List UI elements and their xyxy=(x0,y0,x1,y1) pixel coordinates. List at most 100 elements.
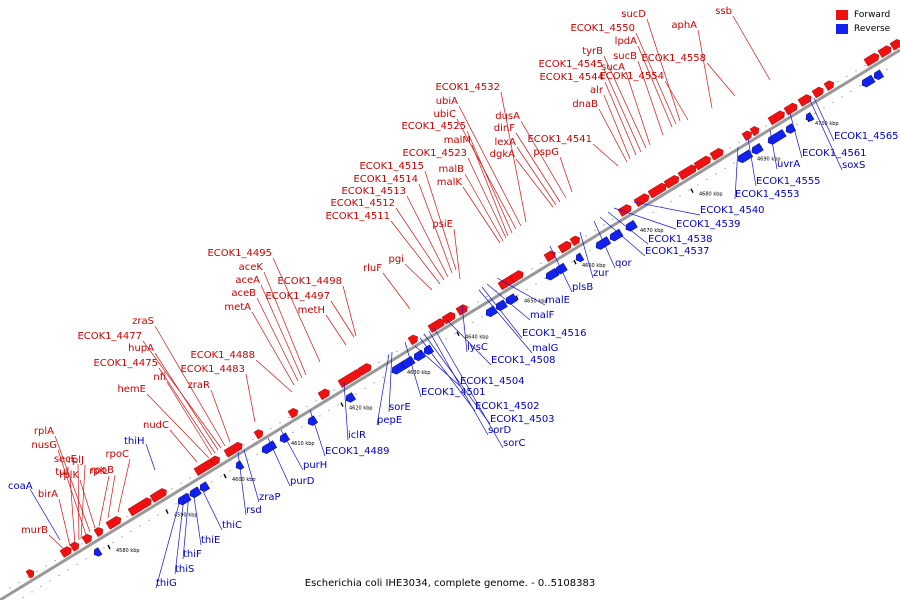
leader-line xyxy=(453,228,461,280)
gene-label: ECOK1_4516 xyxy=(522,328,587,339)
strand-dot xyxy=(517,294,519,296)
strand-dot xyxy=(706,178,708,181)
reverse-gene-block xyxy=(785,123,797,134)
gene-label: pgi xyxy=(389,254,404,265)
leader-line xyxy=(79,479,96,529)
gene-label: alr xyxy=(590,85,604,96)
strand-dot xyxy=(175,503,177,505)
gene-label: thiS xyxy=(175,564,194,575)
tick-mark xyxy=(223,473,227,479)
leader-line xyxy=(243,449,260,503)
leader-line xyxy=(603,55,647,149)
tick-label: 4680 kbp xyxy=(699,192,723,198)
gene-label: purD xyxy=(290,476,315,487)
gene-label: sorE xyxy=(389,402,411,413)
strand-dot xyxy=(571,261,573,263)
tick-label: 4640 kbp xyxy=(465,335,489,341)
forward-gene-block xyxy=(709,148,724,161)
gene-label: coaA xyxy=(8,481,33,492)
strand-dot xyxy=(22,596,24,599)
gene-label: rpoB xyxy=(91,465,115,476)
reverse-gene-block xyxy=(261,440,278,454)
gene-label: birA xyxy=(38,489,58,500)
forward-gene-block xyxy=(767,110,785,126)
tick-mark xyxy=(573,259,577,265)
gene-label: ECOK1_4554 xyxy=(599,71,664,82)
strand-dot xyxy=(445,338,447,340)
strand-dot xyxy=(139,525,141,527)
genome-axis xyxy=(0,48,900,600)
gene-label: ECOK1_4513 xyxy=(341,186,406,197)
gene-label: ECOK1_4558 xyxy=(641,53,706,64)
strand-dot xyxy=(18,581,20,584)
strand-dot xyxy=(733,162,735,164)
strand-dot xyxy=(855,70,857,72)
leader-line xyxy=(155,499,181,589)
strand-dot xyxy=(558,251,560,254)
strand-dot xyxy=(40,585,42,588)
tick-label: 4690 kbp xyxy=(757,156,781,162)
forward-genes xyxy=(25,39,900,579)
gene-label: ECOK1_4539 xyxy=(676,219,741,230)
leader-line xyxy=(343,381,349,441)
strand-dot xyxy=(859,85,861,87)
gene-label: lexA xyxy=(494,137,516,148)
leader-line xyxy=(77,463,80,541)
forward-gene-block xyxy=(889,39,900,51)
forward-gene-block xyxy=(543,250,556,263)
strand-dot xyxy=(589,250,591,252)
reverse-gene-block xyxy=(805,112,815,122)
gene-label: ECOK1_4545 xyxy=(538,59,603,70)
reverse-gene-block xyxy=(595,236,612,250)
reverse-gene-block xyxy=(555,262,568,275)
strand-dot xyxy=(189,477,191,479)
gene-label: ECOK1_4503 xyxy=(490,414,555,425)
gene-label: soxS xyxy=(842,160,865,171)
gene-label: dgkA xyxy=(490,149,515,160)
leader-line xyxy=(604,81,637,156)
gene-label: ECOK1_4477 xyxy=(77,331,142,342)
forward-gene-block xyxy=(357,363,372,376)
strand-dot xyxy=(126,515,128,518)
tick-label: 4620 kbp xyxy=(349,406,373,412)
gene-label: ECOK1_4525 xyxy=(401,121,466,132)
strand-dot xyxy=(355,393,357,395)
gene-label: rplJ xyxy=(68,455,84,466)
leader-line xyxy=(478,289,533,354)
strand-dot xyxy=(45,565,47,567)
forward-gene-block xyxy=(59,546,72,558)
leader-line xyxy=(446,319,492,366)
gene-label: tyrB xyxy=(582,46,603,57)
gene-label: murB xyxy=(21,525,48,536)
gene-label: malF xyxy=(530,310,555,321)
strand-dot xyxy=(711,158,713,160)
leader-line xyxy=(272,257,321,363)
leader-line xyxy=(789,112,803,159)
gene-label: ubiA xyxy=(436,96,458,107)
reverse-gene-block xyxy=(737,149,754,164)
leader-line xyxy=(376,353,390,426)
leader-line xyxy=(309,409,326,457)
leader-line xyxy=(142,340,222,449)
reverse-gene-block xyxy=(545,267,560,281)
strand-dot xyxy=(477,301,479,303)
leader-line xyxy=(458,105,522,227)
gene-label: ECOK1_4532 xyxy=(435,82,500,93)
gene-label: ECOK1_4553 xyxy=(735,189,800,200)
leader-line xyxy=(607,211,649,245)
strand-dot xyxy=(612,218,614,221)
gene-label: uvrA xyxy=(777,159,800,170)
strand-dot xyxy=(832,101,834,104)
forward-gene-block xyxy=(509,270,524,283)
gene-label: sucA xyxy=(601,62,625,73)
strand-dot xyxy=(130,530,132,533)
forward-gene-block xyxy=(557,240,572,254)
leader-line xyxy=(154,352,219,451)
strand-dot xyxy=(364,387,366,390)
reverse-gene-block xyxy=(575,252,585,263)
gene-label: thiC xyxy=(222,520,242,531)
gene-label: zraS xyxy=(132,316,154,327)
gene-label: psiE xyxy=(432,219,453,230)
gene-label: iclR xyxy=(348,430,366,441)
